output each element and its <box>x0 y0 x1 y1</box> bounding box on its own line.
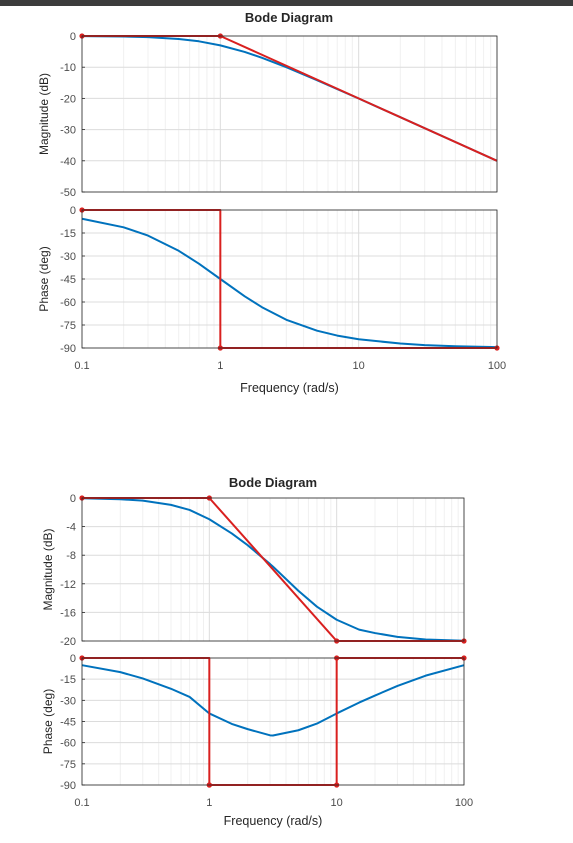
y-tick-label: -40 <box>60 156 76 168</box>
y-tick-label: -16 <box>60 607 76 619</box>
axes-frame <box>81 35 498 193</box>
y-tick-label: -90 <box>60 343 76 355</box>
y-tick-label: 0 <box>70 31 76 43</box>
y-tick-label: -75 <box>60 759 76 771</box>
y-tick-label: -75 <box>60 320 76 332</box>
exact-response-line <box>81 497 465 642</box>
x-tick-label: 1 <box>217 360 223 372</box>
exact-response-line <box>81 217 498 349</box>
axes-frame <box>81 497 465 642</box>
y-tick-label: -30 <box>60 695 76 707</box>
plot-area <box>82 36 497 192</box>
y-tick-label: -30 <box>60 125 76 137</box>
y-tick-label: -8 <box>66 550 76 562</box>
series-group <box>81 664 465 737</box>
y-axis-label: Magnitude (dB) <box>41 528 55 610</box>
y-axis-label: Magnitude (dB) <box>37 73 51 155</box>
y-axis-label: Phase (deg) <box>41 689 55 754</box>
x-tick-label: 1 <box>206 797 212 809</box>
y-tick-label: -60 <box>60 738 76 750</box>
series-group <box>81 497 465 642</box>
y-tick-label: -20 <box>60 636 76 648</box>
y-tick-label: -4 <box>66 522 76 534</box>
x-axis-label: Frequency (rad/s) <box>240 381 339 395</box>
y-tick-label: -20 <box>60 93 76 105</box>
x-tick-label: 0.1 <box>74 360 89 372</box>
x-tick-label: 0.1 <box>74 797 89 809</box>
chart-title: Bode Diagram <box>245 10 333 25</box>
y-tick-label: -12 <box>60 579 76 591</box>
y-tick-label: -30 <box>60 251 76 263</box>
x-tick-label: 100 <box>488 360 506 372</box>
x-tick-label: 10 <box>331 797 343 809</box>
x-tick-label: 10 <box>353 360 365 372</box>
y-tick-label: 0 <box>70 205 76 217</box>
y-tick-label: -45 <box>60 717 76 729</box>
series-group <box>81 217 498 349</box>
y-tick-label: -15 <box>60 674 76 686</box>
y-tick-label: -50 <box>60 187 76 199</box>
y-tick-label: -10 <box>60 62 76 74</box>
chart-title: Bode Diagram <box>229 475 317 490</box>
x-tick-label: 100 <box>455 797 473 809</box>
y-axis-label: Phase (deg) <box>37 246 51 311</box>
y-tick-label: 0 <box>70 493 76 505</box>
y-tick-label: -90 <box>60 780 76 792</box>
y-tick-label: 0 <box>70 653 76 665</box>
window-title-bar <box>0 0 573 6</box>
y-tick-label: -15 <box>60 228 76 240</box>
y-tick-label: -45 <box>60 274 76 286</box>
x-axis-label: Frequency (rad/s) <box>224 814 323 828</box>
exact-response-line <box>81 664 465 737</box>
y-tick-label: -60 <box>60 297 76 309</box>
